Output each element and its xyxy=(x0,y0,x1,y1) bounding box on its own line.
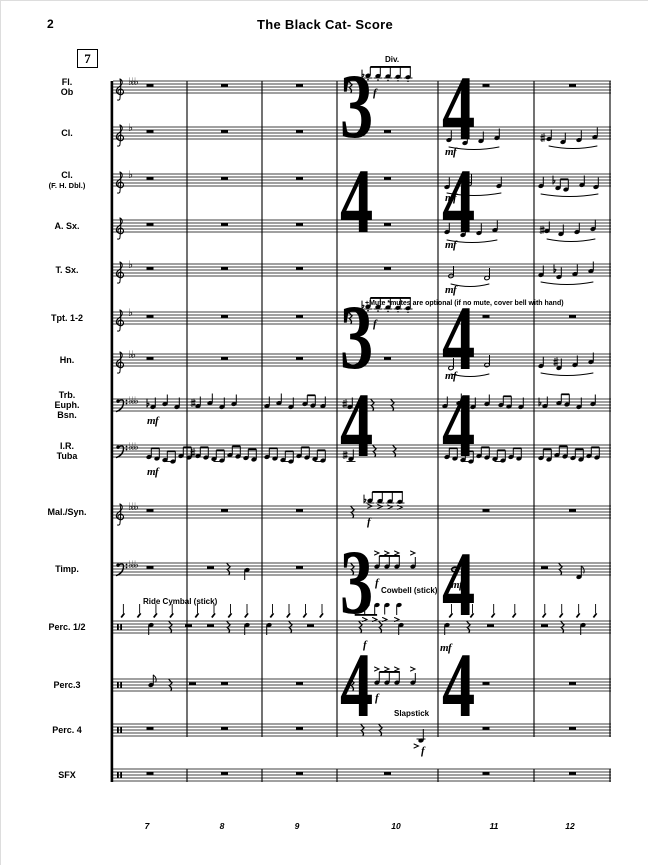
dynamic-mf: mf xyxy=(451,579,463,591)
dynamic-mf: mf xyxy=(445,284,457,296)
key-signature: ♭♭♭ xyxy=(128,441,139,453)
measure-number: 8 xyxy=(219,821,225,831)
dynamic-mf: mf xyxy=(445,192,457,204)
cowbell-annotation: Cowbell (stick) xyxy=(381,586,438,595)
measure-number: 7 xyxy=(144,821,150,831)
meter-m11-numerator: 4 xyxy=(442,287,476,389)
dynamic-mf: mf xyxy=(147,415,159,427)
key-signature: ♭♭♭ xyxy=(128,559,139,571)
page-title: The Black Cat- Score xyxy=(256,17,394,32)
meter-m10-denominator: 4 xyxy=(340,634,374,736)
dynamic-mf: mf xyxy=(445,146,457,158)
meter-m10-denominator: 4 xyxy=(340,374,374,476)
meter-m11-numerator: 4 xyxy=(442,533,476,635)
dynamic-mf: mf xyxy=(445,370,457,382)
rehearsal-mark: 7 xyxy=(77,49,98,68)
dynamic-f: f xyxy=(373,87,377,99)
dynamic-f: f xyxy=(367,516,371,528)
staff-label-trb: Trb. Euph. Bsn. xyxy=(54,390,80,420)
dynamic-mf: mf xyxy=(445,239,457,251)
key-signature: ♭ xyxy=(128,259,133,271)
key-signature: ♭♭♭ xyxy=(128,76,139,88)
key-signature: ♭ xyxy=(128,307,133,319)
meter-m11-denominator: 4 xyxy=(442,634,476,736)
ride-cymbal-annotation: Ride Cymbal (stick) xyxy=(143,597,218,606)
dynamic-f: f xyxy=(375,577,379,589)
meter-m11-denominator: 4 xyxy=(442,374,476,476)
key-signature: ♭♭♭ xyxy=(128,501,139,513)
staff-label-perc12: Perc. 1/2 xyxy=(48,622,86,632)
staff-label-timp: Timp. xyxy=(55,564,79,574)
staff-label-cl-fh: Cl. (F. H. Dbl.) xyxy=(48,170,86,190)
staff-label-cl: Cl. xyxy=(61,128,73,138)
measure-number: 10 xyxy=(391,821,401,831)
staff-label-a-sx: A. Sx. xyxy=(54,221,80,231)
key-signature: ♭♭♭ xyxy=(128,395,139,407)
key-signature: ♭♭ xyxy=(128,349,136,361)
mute-annotation: +Mute *mutes are optional (if no mute, c… xyxy=(365,300,564,307)
div-annotation: Div. xyxy=(385,55,400,64)
key-signature: ♭ xyxy=(128,169,133,181)
meter-m11-numerator: 4 xyxy=(442,57,476,159)
staff-label-t-sx: T. Sx. xyxy=(55,265,79,275)
key-signature: ♭ xyxy=(128,122,133,134)
staff-label-tuba: I.R. Tuba xyxy=(56,441,78,461)
slapstick-annotation: Slapstick xyxy=(394,709,430,718)
dynamic-f: f xyxy=(373,318,377,330)
meter-m10-denominator: 4 xyxy=(340,150,374,252)
staff-label-tpt: Tpt. 1-2 xyxy=(50,313,83,323)
meter-m10-numerator: 3 xyxy=(340,286,374,388)
staff-label-hn: Hn. xyxy=(59,355,75,365)
staff-label-sfx: SFX xyxy=(58,770,76,780)
dynamic-f: f xyxy=(421,745,425,757)
staff-label-perc4: Perc. 4 xyxy=(52,725,82,735)
page-number: 2 xyxy=(47,17,54,31)
measure-number: 12 xyxy=(565,821,575,831)
measure-number: 11 xyxy=(489,821,499,831)
dynamic-f: f xyxy=(375,692,379,704)
staff-label-fl-ob: Fl. Ob xyxy=(60,77,74,97)
measure-number: 9 xyxy=(294,821,300,831)
staff-label-mal: Mal./Syn. xyxy=(47,507,87,517)
meter-m10-numerator: 3 xyxy=(340,55,374,157)
dynamic-f: f xyxy=(363,639,367,651)
meter-m11-denominator: 4 xyxy=(442,150,476,252)
dynamic-mf: mf xyxy=(440,642,452,654)
meter-m10-numerator: 3 xyxy=(340,531,374,633)
dynamic-mf: mf xyxy=(147,466,159,478)
staff-label-perc3: Perc.3 xyxy=(53,680,81,690)
